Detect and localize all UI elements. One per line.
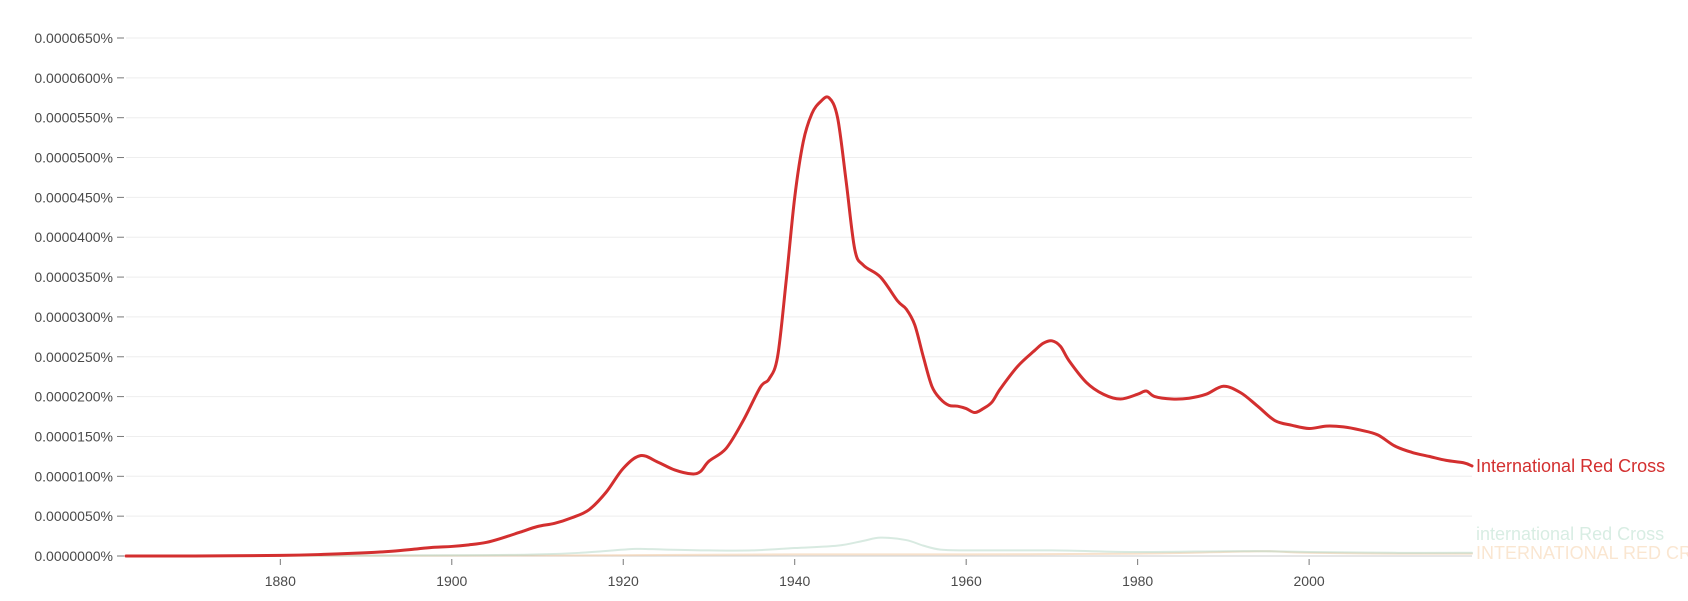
series-layer (124, 95, 1474, 558)
x-tick-label: 2000 (1294, 573, 1325, 589)
y-tick-label: 0.0000150% (34, 428, 113, 444)
series-label-1: international Red Cross (1476, 524, 1664, 544)
grid (126, 37, 1472, 557)
series-line-1 (125, 536, 1473, 557)
y-tick-label: 0.0000500% (34, 150, 113, 166)
x-tick-label: 1880 (265, 573, 296, 589)
y-tick-label: 0.0000250% (34, 349, 113, 365)
y-tick-label: 0.0000100% (34, 468, 113, 484)
y-tick-label: 0.0000450% (34, 189, 113, 205)
y-tick-label: 0.0000350% (34, 269, 113, 285)
x-tick-label: 1980 (1122, 573, 1153, 589)
y-tick-label: 0.0000050% (34, 508, 113, 524)
x-tick-label: 1920 (608, 573, 639, 589)
x-tick-label: 1940 (779, 573, 810, 589)
y-tick-label: 0.0000300% (34, 309, 113, 325)
series-label-0: International Red Cross (1476, 456, 1665, 476)
y-tick-label: 0.0000600% (34, 70, 113, 86)
y-tick-label: 0.0000400% (34, 229, 113, 245)
series-labels: International Red Cross international Red… (1476, 456, 1688, 563)
x-axis: 1880 1900 1920 1940 1960 1980 2000 (126, 555, 1472, 589)
y-tick-label: 0.0000200% (34, 389, 113, 405)
series-line-0 (124, 95, 1474, 558)
y-tick-label: 0.0000000% (34, 548, 113, 564)
x-tick-label: 1960 (951, 573, 982, 589)
y-tick-label: 0.0000550% (34, 110, 113, 126)
y-tick-label: 0.0000650% (34, 30, 113, 46)
y-axis: 0.0000000% 0.0000050% 0.0000100% 0.0000150%… (34, 30, 124, 564)
x-tick-label: 1900 (436, 573, 467, 589)
series-label-2: INTERNATIONAL RED CROSS (1476, 543, 1688, 563)
